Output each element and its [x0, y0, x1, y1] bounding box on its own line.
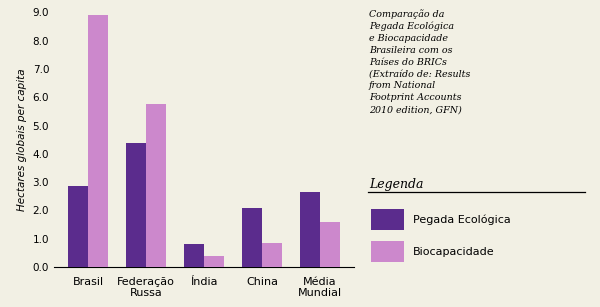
Bar — [262, 243, 283, 267]
Text: Pegada Ecológica: Pegada Ecológica — [413, 214, 511, 225]
Bar — [184, 244, 204, 267]
Bar — [146, 104, 166, 267]
Bar — [68, 186, 88, 267]
Y-axis label: Hectares globais per capita: Hectares globais per capita — [17, 68, 27, 211]
Bar — [204, 256, 224, 267]
Text: Biocapacidade: Biocapacidade — [413, 247, 494, 257]
Bar — [320, 222, 340, 267]
Text: Comparação da
Pegada Ecológica
e Biocapacidade
Brasileira com os
Países do BRICs: Comparação da Pegada Ecológica e Biocapa… — [369, 9, 470, 114]
Bar — [242, 208, 262, 267]
Bar — [125, 142, 146, 267]
Bar — [88, 15, 108, 267]
Text: Legenda: Legenda — [369, 178, 424, 191]
Bar — [300, 192, 320, 267]
